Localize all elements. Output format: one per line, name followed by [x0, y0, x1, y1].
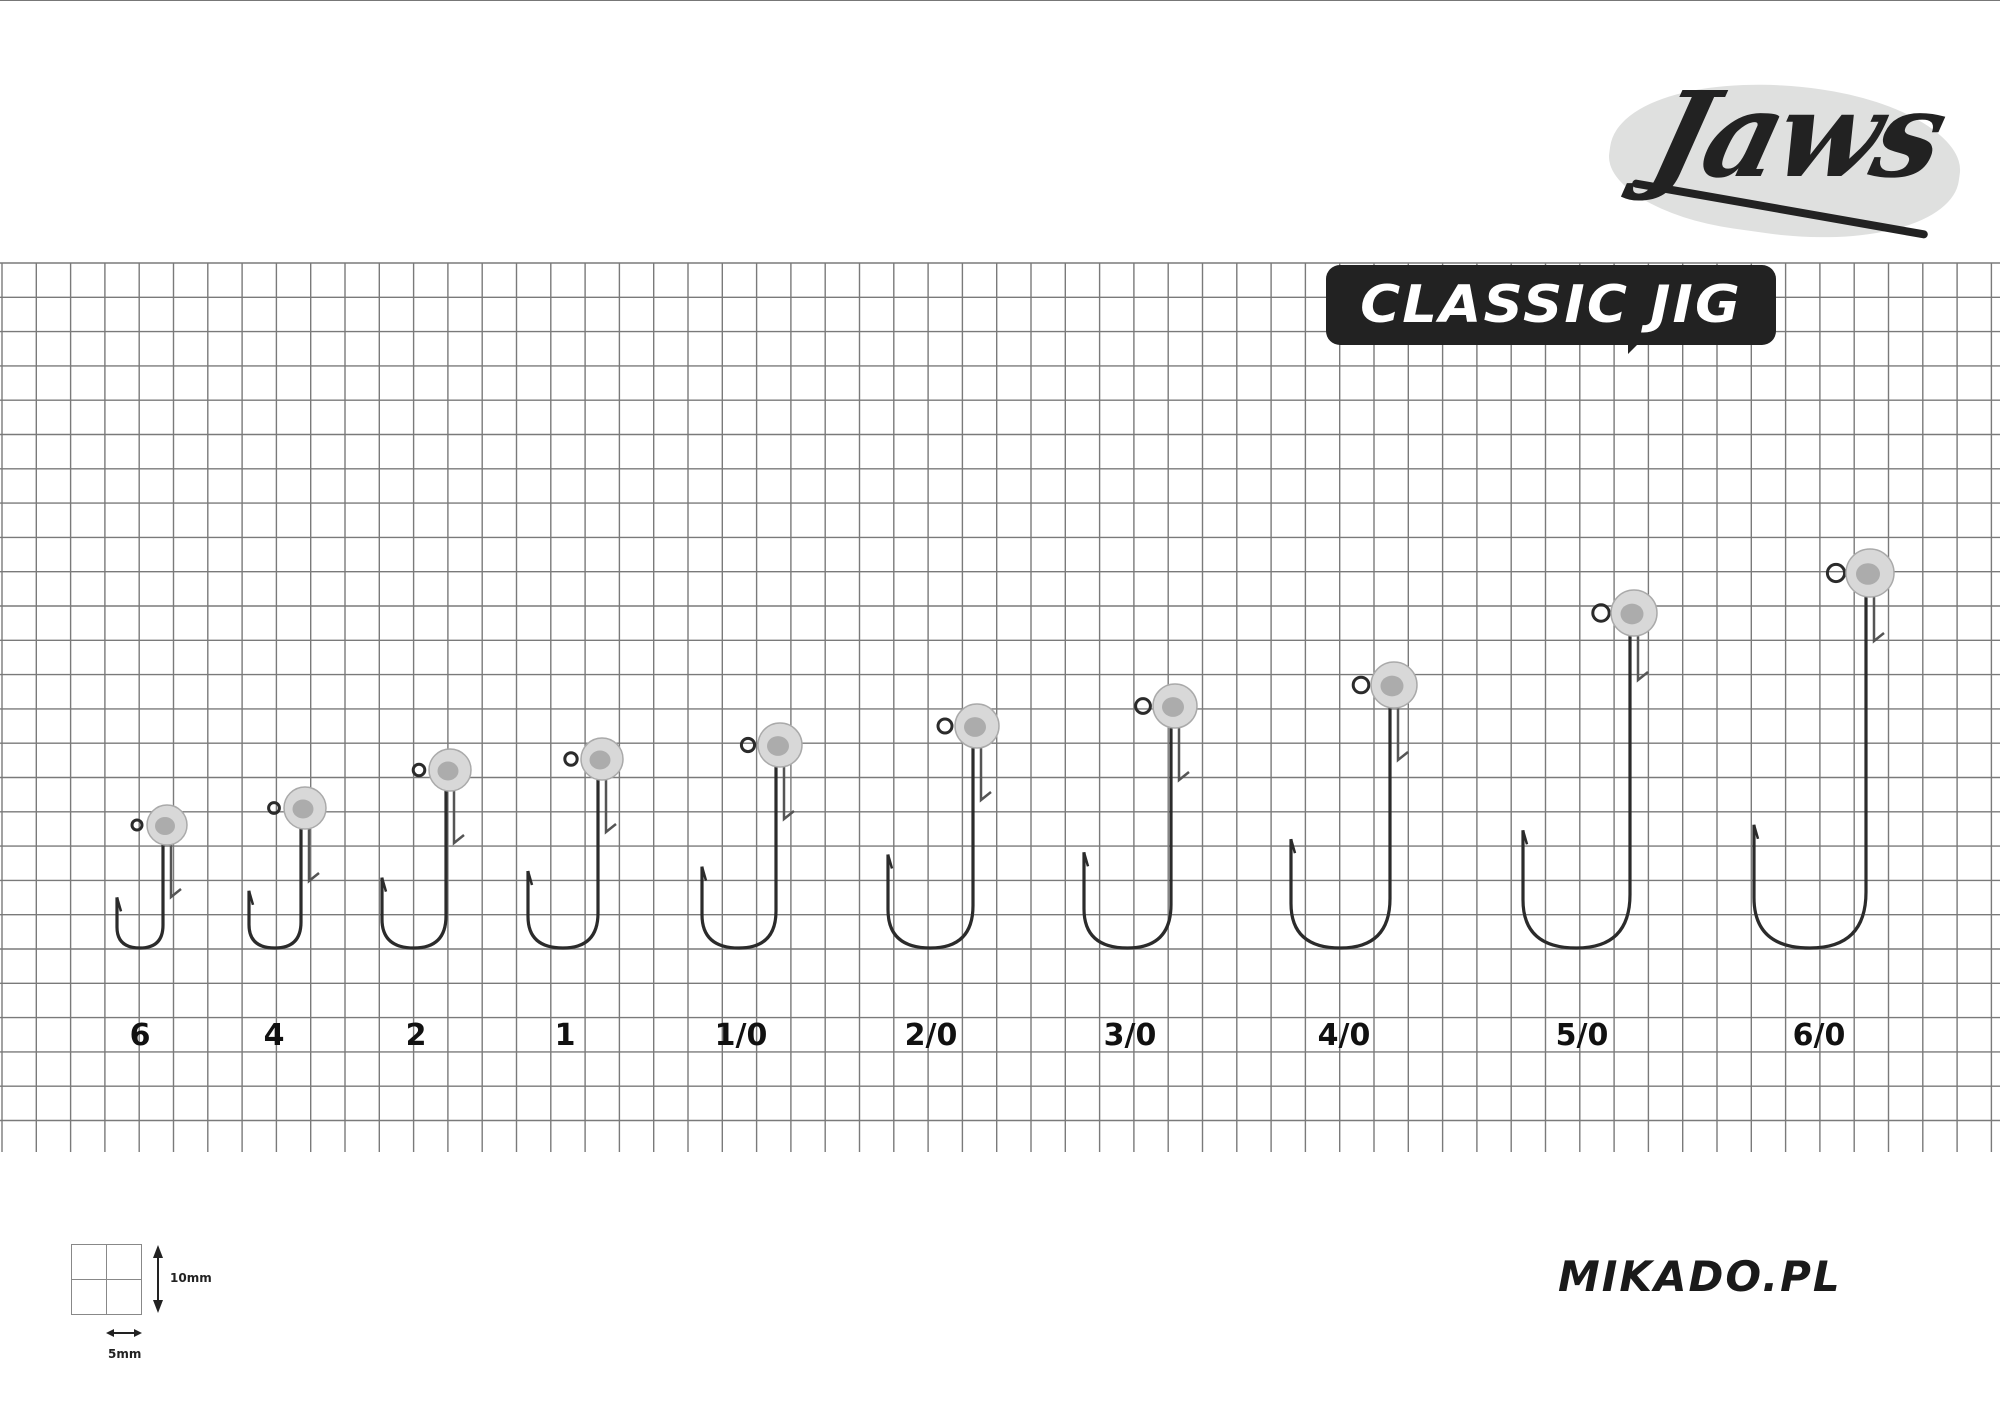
line-eye [130, 818, 144, 832]
vertical-arrow-icon [153, 1245, 163, 1313]
hook-wire [526, 763, 600, 950]
jig-hook-4 [247, 786, 327, 950]
jig-head-eye-marking [767, 736, 789, 756]
hook-wire [886, 730, 975, 950]
line-eye [936, 717, 954, 735]
hook-barb [1082, 851, 1090, 867]
line-eye [1825, 562, 1847, 584]
jig-head-eye-marking [964, 717, 986, 737]
bait-keeper [452, 774, 465, 846]
jig-head-eye-marking [437, 761, 459, 781]
jig-hook-6 [115, 804, 188, 950]
scale-arrows [106, 1245, 163, 1337]
size-label: 1 [554, 1018, 576, 1053]
line-eye [563, 751, 579, 767]
jig-head-eye-marking [1856, 563, 1880, 585]
jig-head-eye-marking [1380, 675, 1404, 697]
hook-wire [700, 749, 778, 950]
mikado-website: MIKADO.PL [1558, 1252, 1842, 1301]
line-eye [1591, 603, 1611, 623]
classic-jig-badge-text: CLASSIC JIG [1360, 275, 1742, 335]
jig-hook-2 [380, 748, 472, 950]
legend-vertical-label: 10mm [170, 1271, 212, 1285]
size-label: 2 [405, 1018, 427, 1053]
hook-wire [380, 774, 448, 950]
badge-tail [1628, 340, 1642, 354]
jig-head-eye-marking [292, 799, 314, 819]
jig-head-eye-marking [155, 817, 175, 835]
jig-head-eye-marking [1162, 697, 1184, 717]
line-eye [411, 762, 427, 778]
hook-barb [380, 877, 388, 892]
hook-barb [247, 890, 255, 906]
hook-wire [1752, 577, 1868, 950]
hook-wire [1289, 689, 1392, 950]
hook-barb [700, 866, 708, 881]
line-eye [1134, 697, 1152, 715]
jig-hook-6-0 [1752, 548, 1895, 950]
top-border [0, 0, 2000, 1]
size-label: 6/0 [1792, 1018, 1846, 1053]
legend-horizontal-label: 5mm [108, 1347, 142, 1361]
bait-keeper [307, 812, 320, 884]
hook-barb [1289, 838, 1297, 854]
hook-barb [526, 870, 534, 886]
size-label: 4 [263, 1018, 285, 1053]
bait-keeper [979, 730, 992, 803]
size-label: 2/0 [904, 1018, 958, 1053]
bait-keeper [604, 763, 617, 835]
line-eye [739, 736, 757, 754]
size-label: 5/0 [1555, 1018, 1609, 1053]
line-eye [267, 801, 281, 815]
jig-hook-5-0 [1521, 589, 1658, 950]
jig-hook-3-0 [1082, 683, 1198, 950]
jig-hook-4-0 [1289, 661, 1418, 950]
hook-barb [886, 854, 894, 869]
size-label: 3/0 [1103, 1018, 1157, 1053]
size-label: 4/0 [1317, 1018, 1371, 1053]
jig-hook-1 [526, 737, 624, 950]
bait-keeper [1636, 617, 1649, 683]
jig-head-eye-marking [589, 750, 611, 770]
jig-hook-2-0 [886, 703, 1000, 950]
hook-wire [1521, 617, 1632, 950]
bait-keeper [169, 829, 182, 900]
line-eye [1351, 675, 1371, 695]
size-label: 6 [129, 1018, 151, 1053]
scale-legend-box [71, 1244, 142, 1315]
bait-keeper [1177, 710, 1190, 783]
classic-jig-badge: CLASSIC JIG [1326, 265, 1776, 345]
size-label: 1/0 [714, 1018, 768, 1053]
hook-wire [247, 812, 303, 950]
bait-keeper [782, 749, 795, 822]
hook-wire [1082, 710, 1173, 950]
jig-hook-1-0 [700, 722, 803, 950]
hook-barb [1752, 824, 1760, 840]
bait-keeper [1872, 577, 1885, 644]
horizontal-arrow-icon [106, 1329, 142, 1337]
bait-keeper [1396, 689, 1409, 763]
jig-head-eye-marking [1620, 603, 1644, 625]
hook-wire [115, 829, 165, 950]
hook-barb [1521, 829, 1529, 845]
hook-barb [115, 897, 123, 912]
